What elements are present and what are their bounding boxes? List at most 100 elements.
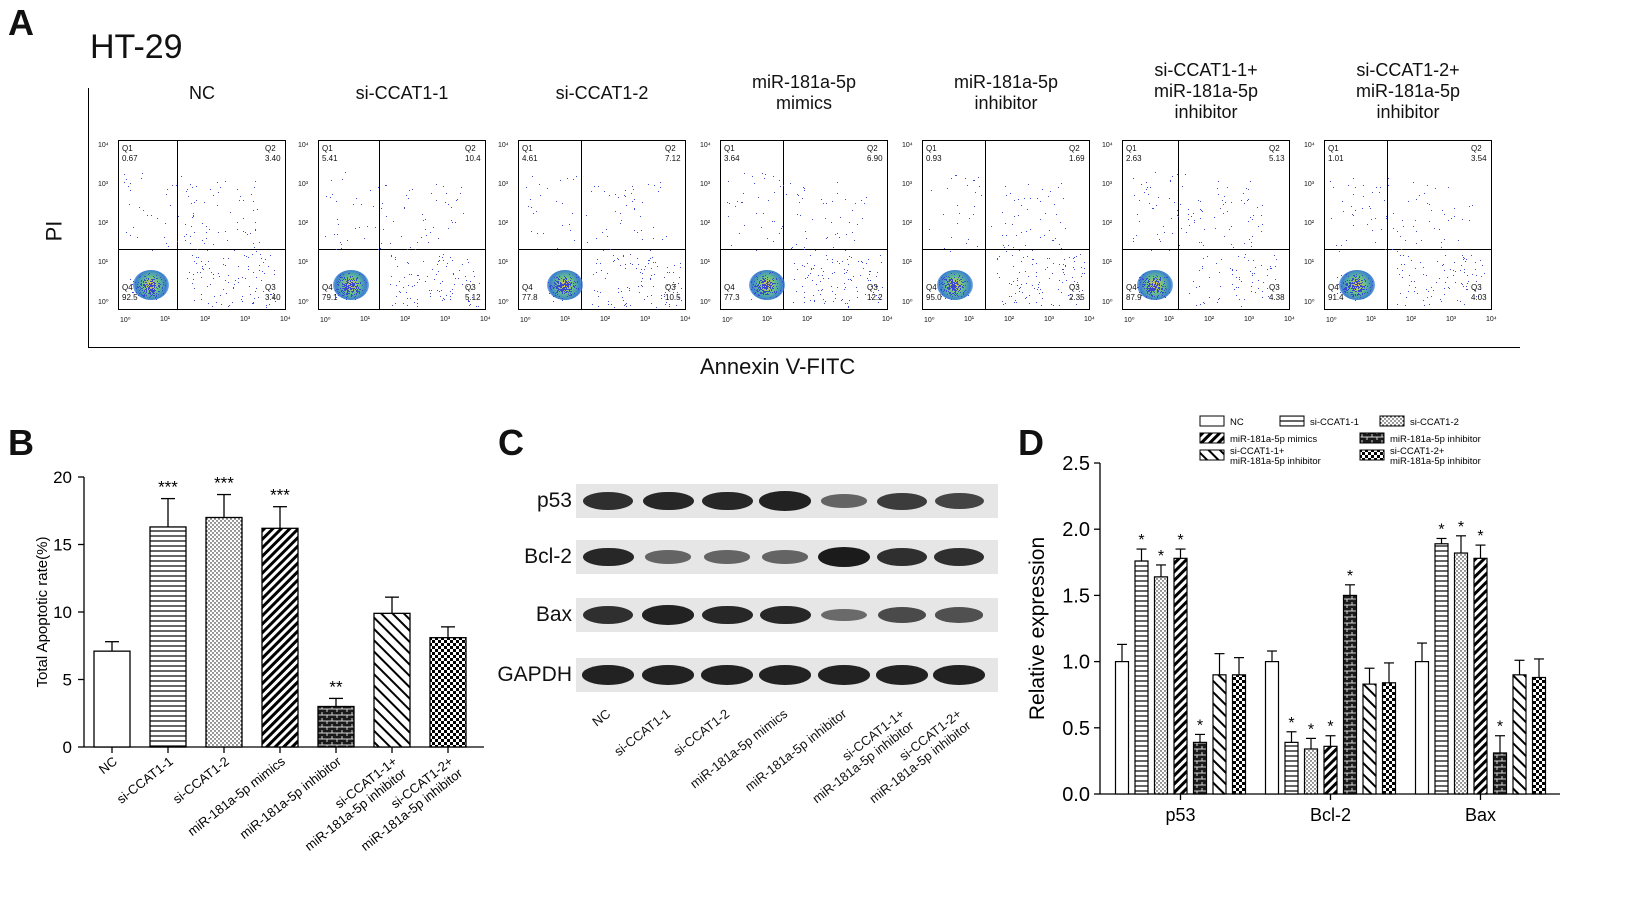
quadrant-percent: 10.5 bbox=[665, 293, 681, 302]
event-dot bbox=[756, 275, 758, 277]
event-dot bbox=[139, 288, 141, 290]
event-dot bbox=[361, 204, 362, 206]
event-dot bbox=[556, 287, 558, 289]
event-dot bbox=[1346, 274, 1348, 275]
event-dot bbox=[1154, 288, 1156, 290]
event-dot bbox=[1359, 286, 1361, 288]
event-dot bbox=[623, 254, 625, 256]
event-dot bbox=[1188, 213, 1190, 215]
event-dot bbox=[157, 291, 159, 293]
event-dot bbox=[383, 229, 385, 231]
event-dot bbox=[1147, 284, 1149, 286]
event-dot bbox=[953, 286, 955, 288]
quadrant-percent: 0.93 bbox=[926, 154, 942, 163]
event-dot bbox=[1387, 177, 1389, 179]
event-dot bbox=[950, 236, 952, 238]
event-dot bbox=[740, 202, 742, 204]
event-dot bbox=[771, 287, 773, 289]
event-dot bbox=[957, 288, 959, 290]
event-dot bbox=[1467, 289, 1469, 291]
event-dot bbox=[1348, 285, 1350, 287]
event-dot bbox=[143, 281, 144, 283]
event-dot bbox=[1162, 284, 1164, 285]
event-dot bbox=[1065, 264, 1067, 266]
y-tick-label: 10⁰ bbox=[700, 299, 711, 306]
event-dot bbox=[137, 284, 139, 286]
event-dot bbox=[1345, 280, 1347, 282]
event-dot bbox=[564, 289, 566, 291]
event-dot bbox=[563, 278, 565, 280]
event-dot bbox=[952, 282, 954, 284]
event-dot bbox=[352, 294, 354, 296]
event-dot bbox=[665, 303, 667, 305]
event-dot bbox=[680, 267, 682, 269]
event-dot bbox=[398, 281, 400, 283]
event-dot bbox=[140, 288, 142, 290]
event-dot bbox=[567, 285, 569, 287]
event-dot bbox=[759, 288, 761, 290]
event-dot bbox=[410, 247, 412, 249]
event-dot bbox=[559, 284, 561, 286]
event-dot bbox=[574, 285, 576, 287]
event-dot bbox=[417, 274, 419, 276]
event-dot bbox=[1203, 303, 1205, 304]
event-dot bbox=[164, 280, 166, 282]
event-dot bbox=[946, 276, 948, 278]
event-dot bbox=[350, 280, 352, 282]
event-dot bbox=[564, 282, 566, 284]
bar bbox=[1342, 594, 1358, 795]
event-dot bbox=[769, 282, 771, 284]
x-category-label: Bcl-2 bbox=[1310, 805, 1351, 825]
event-dot bbox=[561, 291, 563, 293]
event-dot bbox=[957, 282, 959, 284]
event-dot bbox=[145, 294, 147, 296]
event-dot bbox=[762, 286, 763, 288]
event-dot bbox=[624, 195, 626, 197]
event-dot bbox=[631, 264, 633, 266]
event-dot bbox=[1028, 302, 1030, 304]
event-dot bbox=[809, 299, 811, 301]
event-dot bbox=[843, 273, 845, 275]
event-dot bbox=[641, 285, 643, 287]
significance-marker: * bbox=[1438, 521, 1444, 538]
event-dot bbox=[554, 283, 556, 285]
event-dot bbox=[150, 296, 152, 298]
event-dot bbox=[1040, 201, 1042, 203]
event-dot bbox=[560, 290, 562, 292]
event-dot bbox=[1070, 294, 1072, 296]
event-dot bbox=[1164, 276, 1166, 278]
event-dot bbox=[1361, 282, 1363, 284]
event-dot bbox=[672, 281, 674, 283]
event-dot bbox=[343, 284, 345, 286]
event-dot bbox=[949, 285, 951, 286]
event-dot bbox=[1049, 190, 1051, 192]
event-dot bbox=[563, 289, 565, 290]
event-dot bbox=[142, 287, 143, 289]
event-dot bbox=[1397, 268, 1399, 269]
event-dot bbox=[1149, 279, 1151, 281]
event-dot bbox=[350, 285, 352, 287]
event-dot bbox=[1161, 284, 1163, 286]
event-dot bbox=[337, 284, 339, 286]
event-dot bbox=[252, 210, 254, 212]
event-dot bbox=[567, 284, 569, 286]
event-dot bbox=[953, 285, 955, 286]
event-dot bbox=[1449, 288, 1451, 289]
event-dot bbox=[1072, 284, 1074, 286]
event-dot bbox=[195, 185, 197, 187]
event-dot bbox=[775, 277, 777, 279]
event-dot bbox=[452, 289, 453, 291]
protein-label: GAPDH bbox=[497, 663, 572, 686]
event-dot bbox=[1360, 285, 1362, 287]
event-dot bbox=[559, 284, 561, 286]
event-dot bbox=[547, 188, 549, 190]
event-dot bbox=[657, 190, 659, 192]
event-dot bbox=[539, 195, 541, 196]
y-tick-label: 10¹ bbox=[298, 259, 309, 266]
event-dot bbox=[1223, 196, 1225, 197]
event-dot bbox=[592, 273, 594, 275]
event-dot bbox=[1262, 296, 1264, 298]
event-dot bbox=[416, 242, 418, 244]
event-dot bbox=[812, 279, 814, 281]
event-dot bbox=[768, 282, 770, 284]
